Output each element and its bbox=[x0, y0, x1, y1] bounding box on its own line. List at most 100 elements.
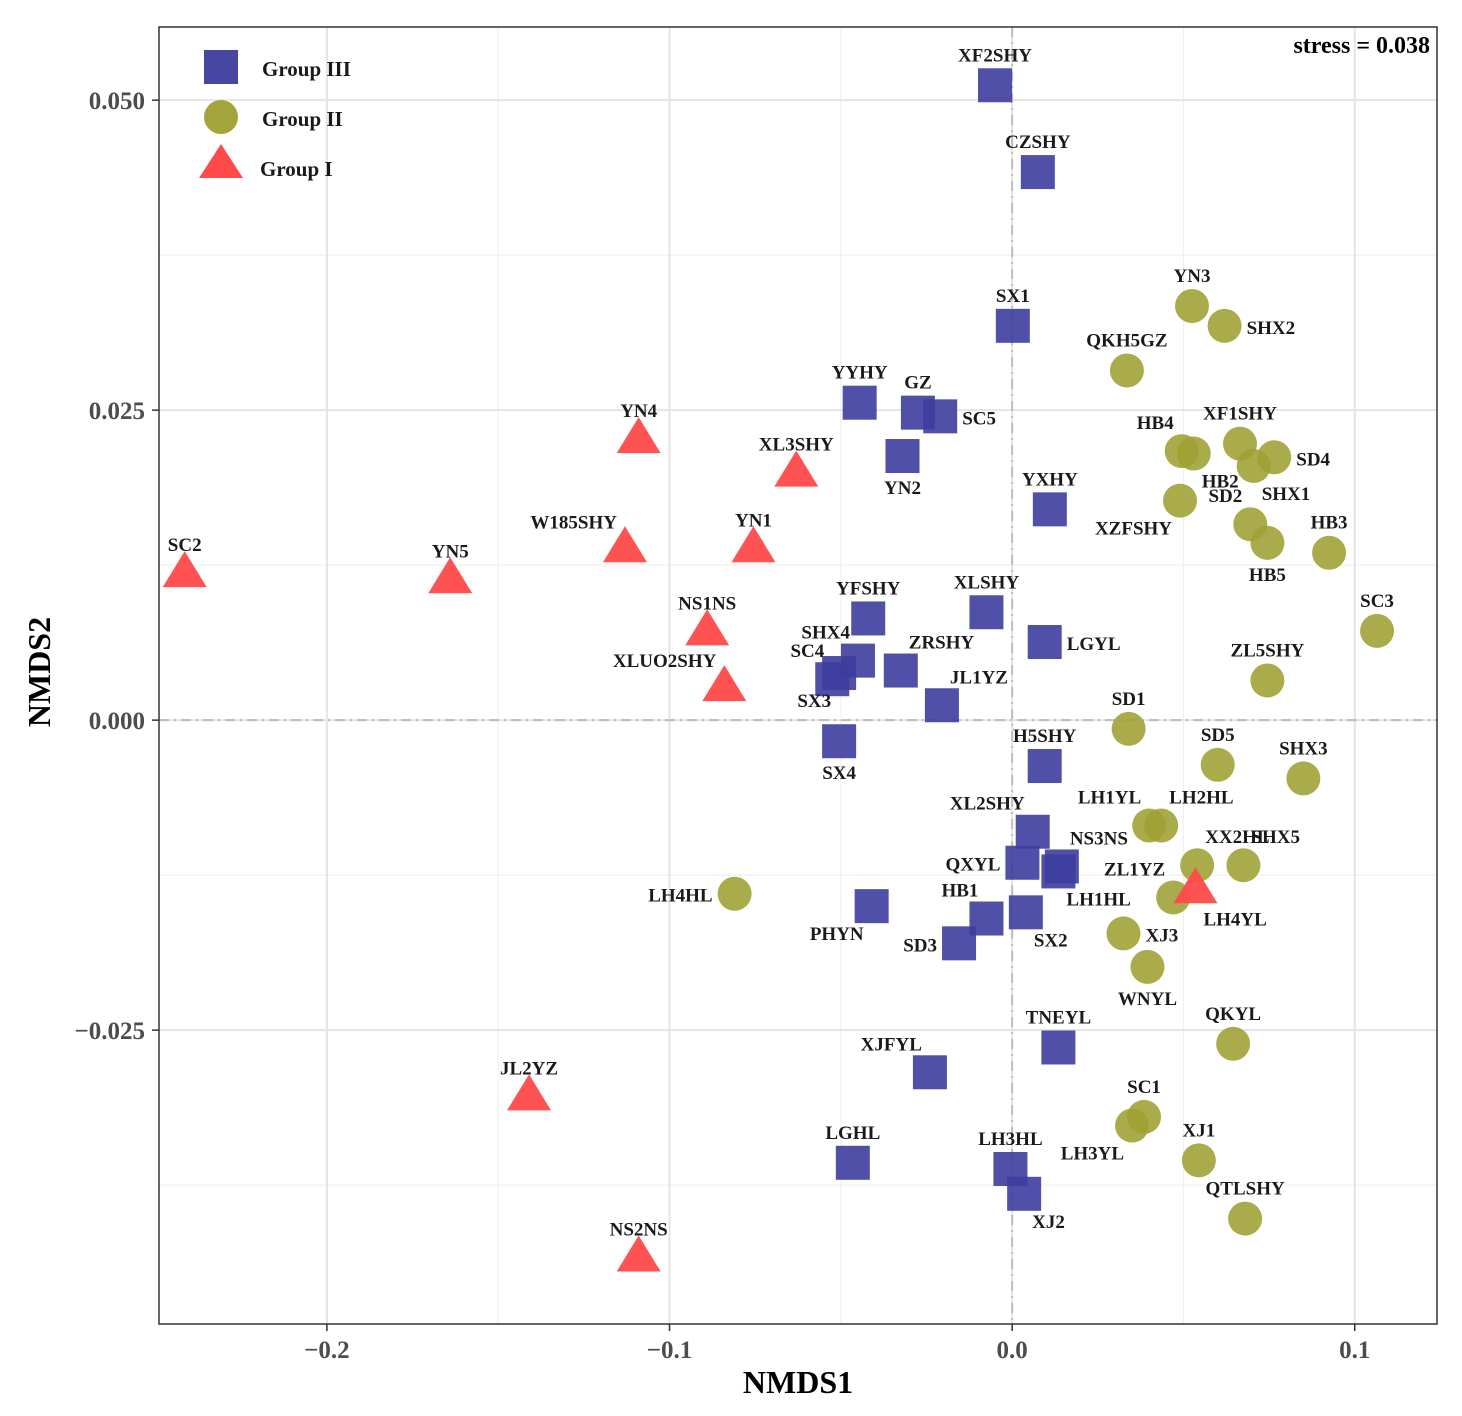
label-zl5shy: ZL5SHY bbox=[1230, 640, 1304, 661]
label-czshy: CZSHY bbox=[1005, 132, 1071, 153]
point-qkh5gz bbox=[1109, 353, 1144, 388]
label-sx3: SX3 bbox=[797, 691, 831, 712]
stress-annotation: stress = 0.038 bbox=[1293, 33, 1430, 59]
label-w185shy: W185SHY bbox=[530, 512, 617, 533]
legend-group-iii-label: Group III bbox=[262, 57, 351, 81]
point-qxyl bbox=[1005, 845, 1040, 880]
y-axis-ticks: 0.050 0.025 0.000 −0.025 bbox=[75, 88, 159, 1045]
label-xf2shy: XF2SHY bbox=[958, 45, 1032, 66]
point-shx5 bbox=[1226, 848, 1261, 883]
point-xjfyl bbox=[912, 1055, 947, 1090]
label-xl2shy: XL2SHY bbox=[950, 794, 1025, 815]
label-gz: GZ bbox=[904, 373, 931, 394]
point-czshy bbox=[1020, 155, 1055, 190]
label-xj3: XJ3 bbox=[1145, 925, 1178, 946]
point-sx4 bbox=[822, 724, 857, 759]
plot-border bbox=[158, 26, 1438, 1325]
minor-gridlines bbox=[159, 27, 1437, 1324]
label-qkyl: QKYL bbox=[1205, 1004, 1261, 1025]
label-sc4: SC4 bbox=[790, 641, 824, 662]
label-h5shy: H5SHY bbox=[1013, 726, 1077, 747]
label-shx2: SHX2 bbox=[1247, 318, 1296, 339]
label-qxyl: QXYL bbox=[946, 855, 1001, 876]
point-zl5shy bbox=[1250, 663, 1285, 698]
legend-group-ii-key bbox=[204, 100, 238, 134]
point-w185shy bbox=[602, 526, 647, 563]
label-sd4: SD4 bbox=[1296, 449, 1330, 470]
point-qtlshy bbox=[1228, 1201, 1263, 1236]
label-hb5: HB5 bbox=[1249, 565, 1286, 586]
point-lh1hl bbox=[1041, 854, 1076, 889]
point-yn5 bbox=[428, 557, 473, 594]
point-sc3 bbox=[1360, 613, 1395, 648]
zero-reference-lines bbox=[159, 27, 1437, 1324]
point-xl3shy bbox=[774, 450, 819, 487]
data-points bbox=[162, 68, 1395, 1272]
point-sd3 bbox=[942, 926, 977, 961]
point-yn3 bbox=[1175, 288, 1210, 323]
point-xj2 bbox=[1007, 1176, 1042, 1211]
label-sx1: SX1 bbox=[996, 286, 1030, 307]
label-shx5: SHX5 bbox=[1251, 827, 1300, 848]
x-tick-label: −0.2 bbox=[304, 1337, 350, 1364]
label-lh4yl: LH4YL bbox=[1203, 909, 1266, 930]
point-qkyl bbox=[1216, 1026, 1251, 1061]
point-hb3 bbox=[1312, 535, 1347, 570]
legend-group-i-key bbox=[199, 144, 243, 178]
y-tick-label: 0.000 bbox=[89, 708, 145, 735]
x-axis-ticks: −0.2 −0.1 0.0 0.1 bbox=[304, 1324, 1370, 1364]
point-xlshy bbox=[969, 595, 1004, 630]
x-axis-title: NMDS1 bbox=[743, 1364, 853, 1400]
point-lgyl bbox=[1027, 625, 1062, 660]
label-xl3shy: XL3SHY bbox=[759, 435, 834, 456]
label-lh1yl: LH1YL bbox=[1078, 788, 1141, 809]
label-sd2: SD2 bbox=[1208, 486, 1242, 507]
point-yn4 bbox=[616, 417, 661, 454]
point-tneyl bbox=[1041, 1030, 1076, 1065]
y-tick-label: 0.025 bbox=[89, 398, 145, 425]
legend-group-i-label: Group I bbox=[260, 157, 333, 181]
label-qkh5gz: QKH5GZ bbox=[1086, 330, 1167, 351]
label-jl1yz: JL1YZ bbox=[950, 667, 1008, 688]
label-shx4: SHX4 bbox=[801, 623, 850, 644]
point-yn1 bbox=[731, 526, 776, 563]
point-sx3 bbox=[822, 656, 857, 691]
label-sd1: SD1 bbox=[1112, 689, 1146, 710]
label-sd3: SD3 bbox=[903, 935, 937, 956]
point-lh4hl bbox=[717, 876, 752, 911]
label-wnyl: WNYL bbox=[1118, 989, 1177, 1010]
point-xl2shy bbox=[1015, 814, 1050, 849]
point-xj3 bbox=[1106, 916, 1141, 951]
label-sc5: SC5 bbox=[962, 408, 996, 429]
point-zrshy bbox=[883, 653, 918, 688]
label-lh1hl: LH1HL bbox=[1066, 889, 1130, 910]
point-phyn bbox=[854, 889, 889, 924]
plot-panel bbox=[159, 27, 1437, 1324]
label-sc3: SC3 bbox=[1360, 591, 1394, 612]
label-hb4: HB4 bbox=[1137, 413, 1174, 434]
label-sx2: SX2 bbox=[1034, 930, 1068, 951]
label-xx2hl: XX2HL bbox=[1205, 827, 1269, 848]
legend-group-ii-label: Group II bbox=[262, 107, 343, 131]
label-ns3ns: NS3NS bbox=[1070, 828, 1128, 849]
point-jl2yz bbox=[507, 1074, 552, 1111]
point-xzfshy bbox=[1163, 483, 1198, 518]
point-xluo2shy bbox=[702, 665, 747, 702]
point-xx2hl bbox=[1180, 848, 1215, 883]
x-tick-label: −0.1 bbox=[647, 1337, 693, 1364]
label-sc2: SC2 bbox=[168, 535, 202, 556]
label-phyn: PHYN bbox=[810, 924, 864, 945]
point-jl1yz bbox=[924, 688, 959, 723]
x-tick-label: 0.1 bbox=[1339, 1337, 1370, 1364]
label-xjfyl: XJFYL bbox=[861, 1034, 922, 1055]
label-xluo2shy: XLUO2SHY bbox=[613, 651, 717, 672]
label-zrshy: ZRSHY bbox=[909, 633, 975, 654]
point-hb5 bbox=[1250, 525, 1285, 560]
point-yfshy bbox=[851, 601, 886, 636]
label-xj2: XJ2 bbox=[1032, 1212, 1065, 1233]
label-lghl: LGHL bbox=[825, 1123, 880, 1144]
label-lh2hl: LH2HL bbox=[1169, 788, 1233, 809]
label-sd5: SD5 bbox=[1201, 725, 1235, 746]
point-sc5 bbox=[923, 399, 958, 434]
